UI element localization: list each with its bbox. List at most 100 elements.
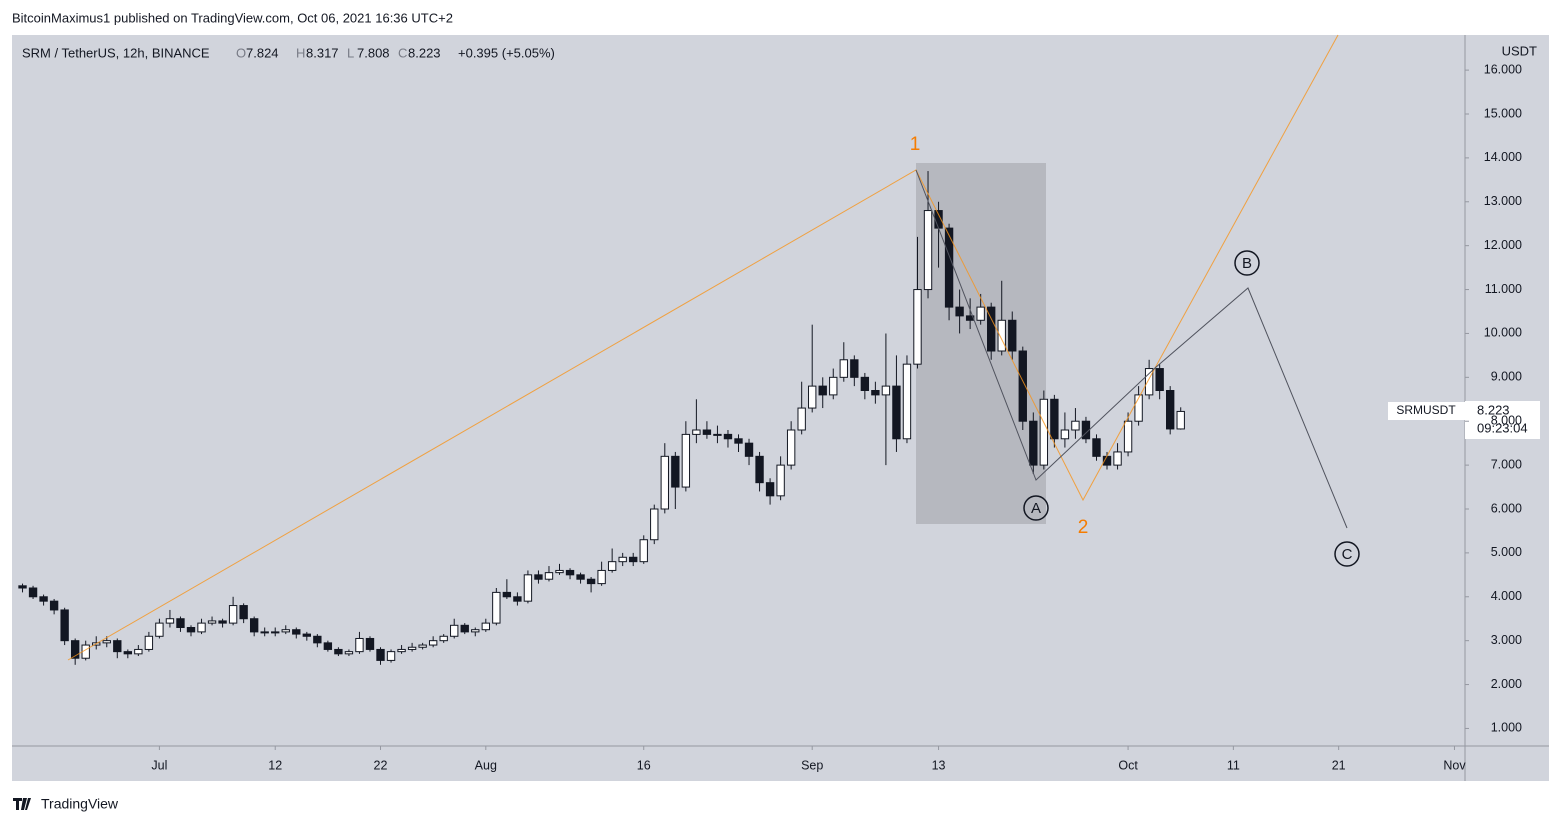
candle-body — [565, 569, 575, 576]
candle-body — [1166, 390, 1175, 430]
candle-body — [155, 622, 164, 637]
x-tick-label: 16 — [637, 758, 651, 772]
plot-background — [12, 35, 1465, 746]
x-tick-label: Aug — [475, 758, 497, 772]
legend-key: O — [236, 45, 246, 60]
candle-body — [1060, 429, 1070, 440]
legend-value: 7.824 — [246, 45, 279, 60]
candle-body — [586, 578, 596, 585]
logo — [13, 798, 31, 810]
candle-body — [49, 600, 59, 611]
y-tick-label: 13.000 — [1484, 194, 1522, 208]
y-tick-label: 15.000 — [1484, 106, 1522, 120]
candle-body — [1176, 410, 1185, 430]
candle-body — [18, 585, 27, 589]
y-tick-label: 5.000 — [1491, 545, 1522, 559]
price-tag: SRMUSDT 8.223 09:23:04 — [1388, 401, 1540, 439]
candle-body — [607, 561, 617, 571]
wave-circle — [1234, 250, 1260, 276]
candles — [18, 171, 1185, 665]
candle-body — [144, 635, 154, 650]
y-tick-label: 7.000 — [1491, 457, 1522, 471]
x-tick-label: Oct — [1118, 758, 1138, 772]
legend-value: 8.317 — [306, 45, 339, 60]
y-tick-label: 12.000 — [1484, 238, 1522, 252]
x-tick-label: 22 — [374, 758, 388, 772]
candle-body — [850, 359, 859, 378]
candle-body — [639, 539, 648, 563]
wave-label: B — [1242, 255, 1252, 272]
candle-body — [344, 651, 354, 655]
candle-body — [113, 640, 122, 653]
candle-body — [1039, 398, 1049, 466]
candle-body — [1134, 394, 1143, 422]
currency: USDT — [1502, 43, 1537, 58]
candle-body — [323, 642, 333, 650]
candle-body — [660, 455, 669, 510]
candle-body — [797, 407, 806, 431]
wave-label: 1 — [910, 134, 921, 155]
candle-body — [239, 605, 248, 620]
candle-body — [618, 556, 627, 563]
candle-body — [302, 633, 311, 637]
x-tick-label: Nov — [1443, 758, 1466, 772]
candle-body — [207, 620, 217, 624]
candle-body — [1018, 350, 1027, 422]
candle-body — [407, 646, 417, 650]
candle-body — [176, 618, 185, 629]
candle-body — [702, 429, 712, 435]
candle-body — [450, 624, 459, 637]
candle-body — [334, 648, 343, 655]
candle-body — [997, 319, 1006, 352]
candle-body — [987, 306, 996, 352]
legend-key: C — [398, 45, 407, 60]
candle-body — [313, 635, 322, 644]
candle-body — [555, 569, 564, 574]
wave-circle — [1334, 541, 1360, 567]
y-tick-label: 8.000 — [1491, 414, 1522, 428]
candle-body — [418, 644, 427, 648]
candle-body — [976, 306, 985, 321]
candle-body — [776, 464, 785, 497]
candle-body — [1144, 368, 1154, 396]
candle-body — [818, 385, 827, 396]
candle-body — [376, 648, 385, 661]
x-tick-label: 13 — [932, 758, 946, 772]
y-tick-label: 14.000 — [1484, 150, 1522, 164]
candle-body — [1123, 420, 1133, 453]
y-tick-label: 16.000 — [1484, 62, 1522, 76]
legend-key: H — [296, 45, 305, 60]
candle-body — [1113, 451, 1122, 466]
candle-body — [386, 651, 396, 661]
symbol-label: SRMUSDT — [1396, 403, 1456, 417]
candle-body — [397, 648, 406, 653]
candle-body — [944, 227, 954, 308]
legend-change: +0.395 (+5.05%) — [458, 45, 555, 60]
y-tick-label: 10.000 — [1484, 326, 1522, 340]
candle-body — [186, 627, 196, 633]
legend-value: 7.808 — [357, 45, 390, 60]
candle-body — [829, 376, 838, 396]
candle-body — [902, 363, 912, 440]
candle-body — [597, 569, 606, 585]
candle-body — [439, 635, 448, 642]
candle-body — [260, 631, 269, 634]
countdown: 09:23:04 — [1477, 420, 1528, 435]
legend: SRM / TetherUS, 12h, BINANCE O 7.824 H 8… — [22, 45, 555, 60]
candle-body — [881, 385, 891, 396]
candle-body — [60, 609, 69, 642]
candle-body — [523, 574, 533, 602]
candle-body — [1155, 368, 1164, 391]
candle-body — [1050, 398, 1059, 440]
candle-body — [692, 429, 701, 435]
candle-body — [28, 587, 38, 598]
candle-body — [808, 385, 817, 409]
candle-body — [481, 622, 490, 631]
candle-body — [513, 596, 522, 602]
y-tick-label: 6.000 — [1491, 501, 1522, 515]
legend-title: SRM / TetherUS, 12h, BINANCE — [22, 45, 210, 60]
candle-body — [281, 629, 290, 633]
candle-body — [218, 620, 227, 624]
y-tick-label: 2.000 — [1491, 677, 1522, 691]
wave-line-orange — [67, 34, 1339, 661]
